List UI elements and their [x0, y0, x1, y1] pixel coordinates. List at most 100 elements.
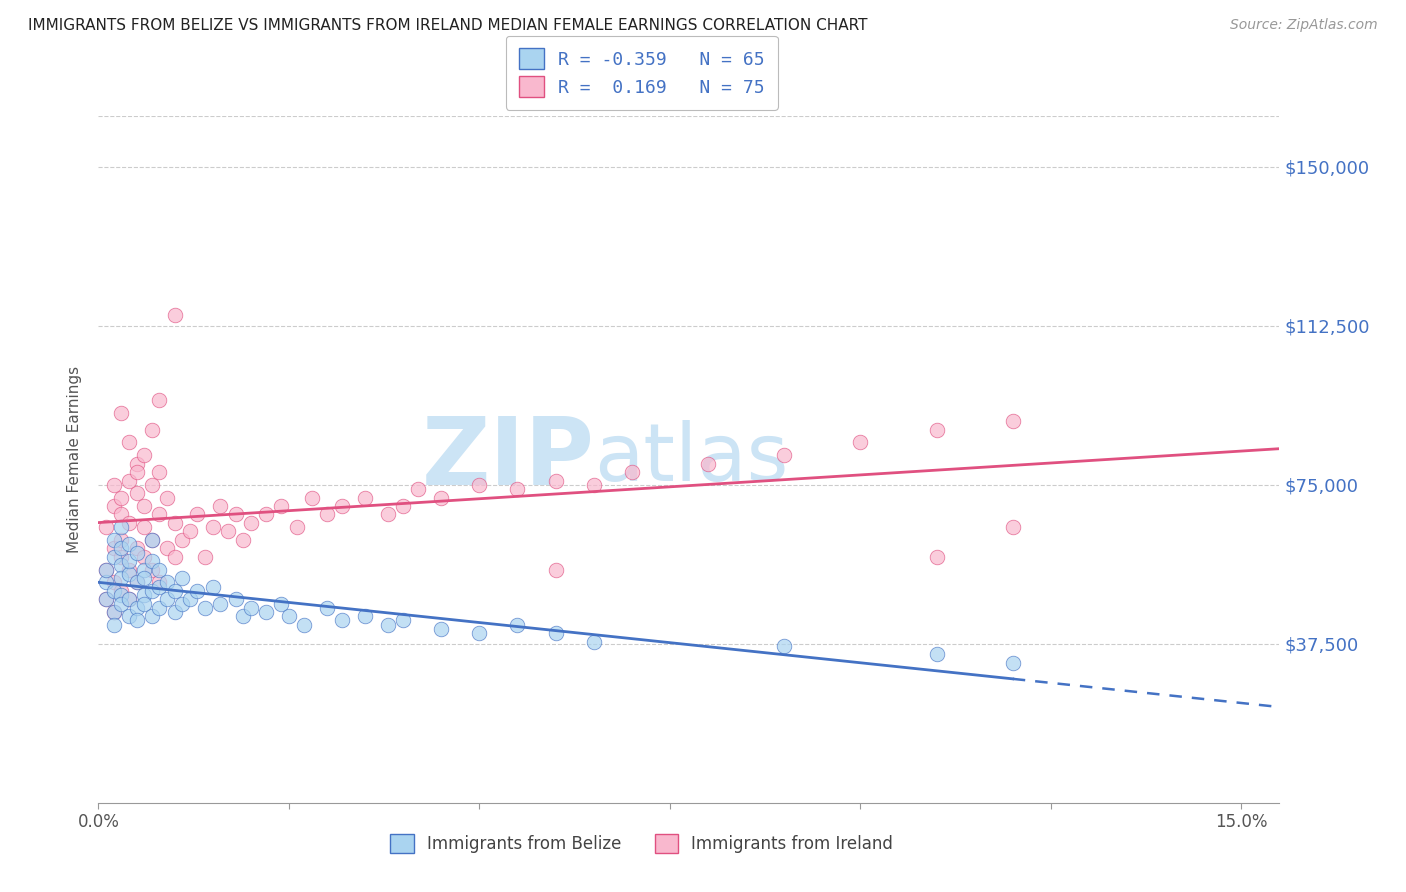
Point [103, 617, 125, 632]
Point [330, 614, 353, 628]
Point [103, 533, 125, 547]
Point [163, 583, 186, 598]
Point [156, 592, 179, 607]
Point [225, 508, 247, 522]
Point [125, 575, 148, 590]
Point [217, 524, 239, 539]
Point [277, 609, 299, 624]
Point [172, 533, 194, 547]
Point [292, 617, 315, 632]
Point [118, 566, 141, 581]
Point [103, 549, 125, 564]
Point [544, 474, 567, 488]
Point [134, 499, 156, 513]
Point [148, 575, 170, 590]
Point [163, 516, 186, 530]
Point [125, 465, 148, 479]
Point [506, 482, 529, 496]
Point [156, 541, 179, 556]
Point [125, 575, 148, 590]
Point [94, 592, 117, 607]
Point [544, 563, 567, 577]
Point [134, 563, 156, 577]
Point [285, 520, 308, 534]
Point [468, 478, 491, 492]
Point [110, 588, 132, 602]
Point [270, 499, 292, 513]
Point [103, 583, 125, 598]
Point [430, 491, 453, 505]
Point [254, 605, 277, 619]
Point [94, 592, 117, 607]
Point [620, 465, 643, 479]
Point [316, 600, 339, 615]
Point [254, 508, 277, 522]
Point [163, 308, 186, 322]
Point [141, 533, 163, 547]
Point [1001, 520, 1024, 534]
Text: atlas: atlas [595, 420, 789, 499]
Point [94, 575, 117, 590]
Point [118, 563, 141, 577]
Point [697, 457, 720, 471]
Point [125, 546, 148, 560]
Point [209, 499, 232, 513]
Point [118, 609, 141, 624]
Point [118, 435, 141, 450]
Point [94, 563, 117, 577]
Point [125, 614, 148, 628]
Point [186, 508, 208, 522]
Point [110, 597, 132, 611]
Point [94, 520, 117, 534]
Point [156, 575, 179, 590]
Point [849, 435, 872, 450]
Point [354, 491, 377, 505]
Point [301, 491, 323, 505]
Point [141, 423, 163, 437]
Point [392, 614, 415, 628]
Point [103, 478, 125, 492]
Point [408, 482, 430, 496]
Point [118, 554, 141, 568]
Point [141, 533, 163, 547]
Point [141, 609, 163, 624]
Point [163, 549, 186, 564]
Point [134, 520, 156, 534]
Point [148, 392, 170, 407]
Point [186, 583, 208, 598]
Point [148, 600, 170, 615]
Point [156, 491, 179, 505]
Point [103, 605, 125, 619]
Point [239, 516, 262, 530]
Point [925, 423, 948, 437]
Point [1001, 414, 1024, 428]
Point [392, 499, 415, 513]
Point [110, 508, 132, 522]
Point [110, 520, 132, 534]
Point [582, 478, 605, 492]
Y-axis label: Median Female Earnings: Median Female Earnings [67, 366, 83, 553]
Point [582, 634, 605, 648]
Point [141, 478, 163, 492]
Point [110, 541, 132, 556]
Point [232, 533, 254, 547]
Point [110, 491, 132, 505]
Point [225, 592, 247, 607]
Point [103, 541, 125, 556]
Point [148, 580, 170, 594]
Point [179, 524, 201, 539]
Point [330, 499, 353, 513]
Point [201, 520, 224, 534]
Point [118, 537, 141, 551]
Point [118, 592, 141, 607]
Point [118, 516, 141, 530]
Point [201, 580, 224, 594]
Point [125, 541, 148, 556]
Point [316, 508, 339, 522]
Point [141, 554, 163, 568]
Point [172, 571, 194, 585]
Point [239, 600, 262, 615]
Point [125, 600, 148, 615]
Point [232, 609, 254, 624]
Point [110, 558, 132, 573]
